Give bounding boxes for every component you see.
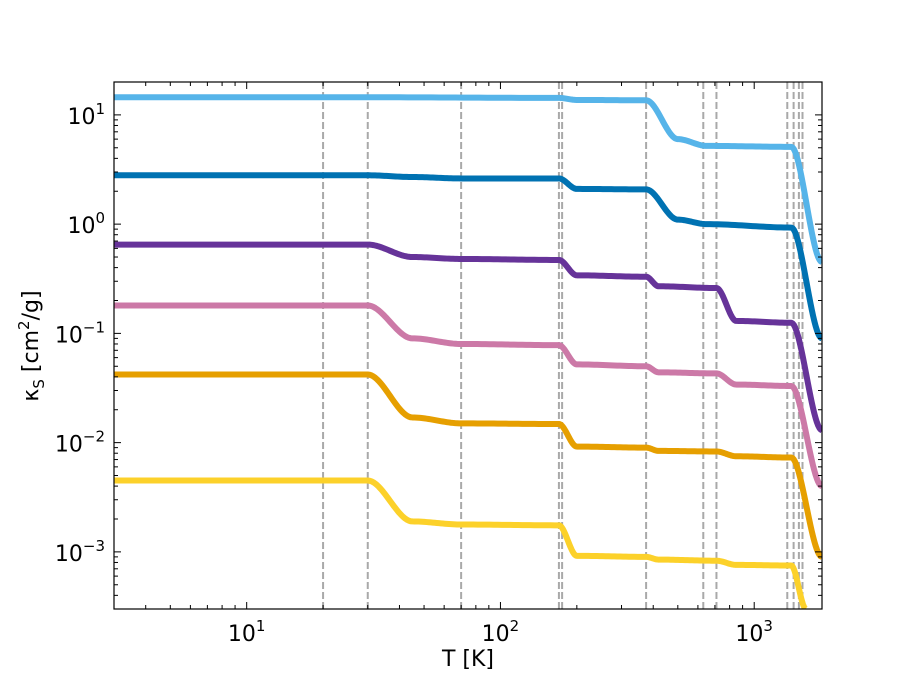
y-tick-label: 10−2 [55, 428, 105, 458]
series-line-3 [114, 241, 822, 433]
x-tick-labels: 101 102 103 [228, 617, 773, 647]
x-tick-label: 101 [228, 617, 266, 647]
plot-frame [113, 81, 823, 610]
series-line-2 [114, 172, 822, 342]
y-tick-labels: 101 100 10−1 10−2 10−3 [55, 100, 105, 567]
y-tick-label: 10−1 [55, 318, 105, 348]
x-axis-label: T [K] [441, 647, 494, 672]
axis-ticks [113, 81, 822, 610]
y-tick-label: 101 [67, 100, 105, 130]
series-line-6 [114, 477, 809, 609]
y-tick-label: 100 [67, 209, 105, 239]
y-axis-label: κS [cm2/g] [15, 290, 48, 401]
series-line-4 [114, 302, 822, 489]
series-line-5 [114, 371, 822, 560]
series-line-1 [114, 94, 822, 265]
series-lines [114, 94, 822, 609]
y-tick-label: 10−3 [55, 537, 105, 567]
x-tick-label: 102 [482, 617, 520, 647]
x-tick-label: 103 [735, 617, 773, 647]
